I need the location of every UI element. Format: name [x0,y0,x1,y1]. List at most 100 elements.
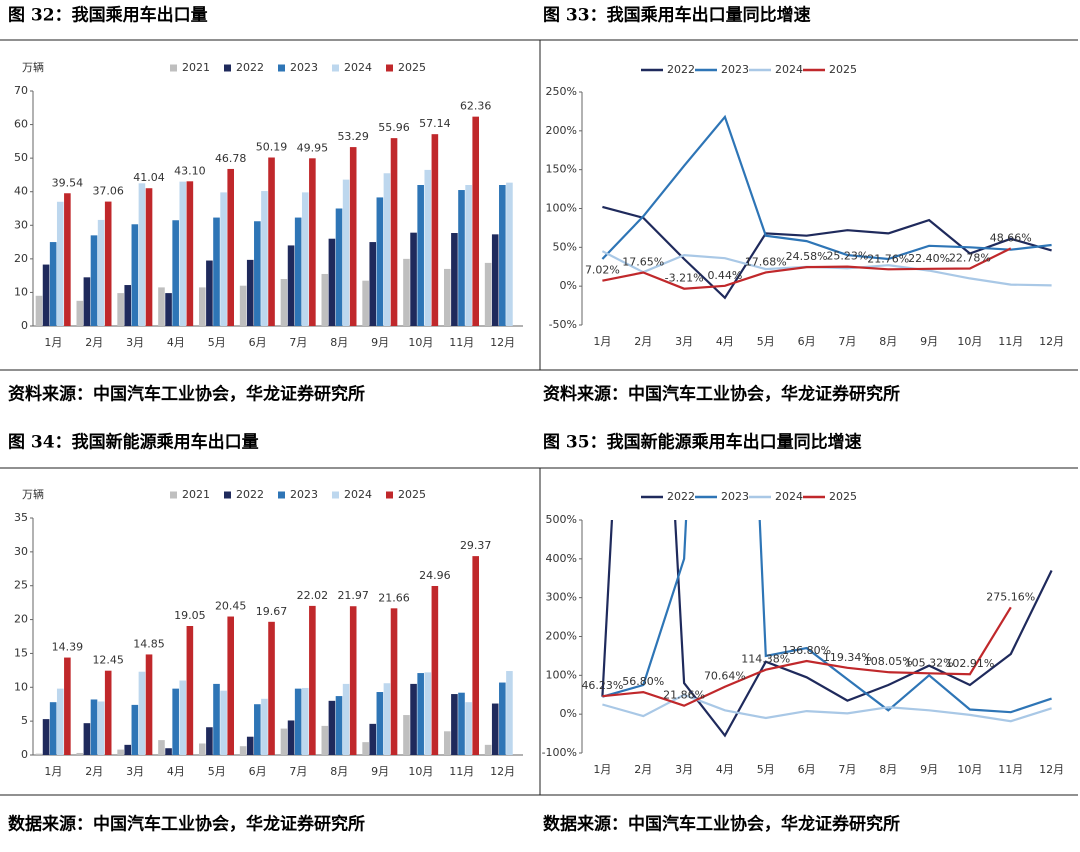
x-tick-label: 6月 [798,335,816,348]
bar [117,749,124,755]
figure-title: 图 35：我国新能源乘用车出口量同比增速 [543,432,862,453]
data-label: 21.86% [663,689,705,702]
x-tick-label: 11月 [449,336,474,349]
bar [261,698,268,755]
x-tick-label: 12月 [490,765,515,778]
y-unit: 万辆 [22,60,44,74]
legend-label: 2021 [182,488,210,501]
figure-title: 图 34：我国新能源乘用车出口量 [8,432,259,453]
legend-swatch [332,491,339,499]
y-tick-label: 30 [14,545,28,558]
source-note: 资料来源：中国汽车工业协会，华龙证券研究所 [543,384,900,405]
bar [172,688,179,755]
bar [165,293,172,326]
data-label: 17.68% [745,255,787,268]
bar [335,696,343,755]
bar [179,680,187,755]
bar [484,744,492,755]
x-tick-label: 10月 [408,336,433,349]
legend-label: 2024 [344,488,372,501]
y-tick-label: 200% [546,630,577,643]
bar [410,232,417,326]
bar [294,688,302,755]
bar [390,608,398,755]
bar [97,219,105,326]
legend-swatch [224,64,231,72]
bar [362,742,369,755]
bar [42,719,50,755]
bar [254,221,261,326]
x-tick-label: 5月 [208,336,226,349]
x-tick-label: 5月 [208,765,226,778]
bar [49,242,57,326]
y-tick-label: 15 [14,646,28,659]
x-tick-label: 7月 [289,336,307,349]
data-label: 46.78 [215,152,247,165]
y-tick-label: 150% [546,163,577,176]
bar [138,183,146,326]
data-label: 14.85 [133,637,165,650]
bar [97,701,105,755]
x-tick-label: 9月 [371,765,389,778]
x-tick-label: 11月 [998,335,1023,348]
bar [417,673,424,755]
x-tick-label: 6月 [798,763,816,776]
legend-label: 2023 [721,63,749,76]
bar [206,727,213,755]
bar [376,197,384,326]
data-label: 22.40% [908,252,950,265]
bar [472,556,479,755]
bar [35,295,43,326]
source-note: 数据来源：中国汽车工业协会，华龙证券研究所 [8,814,365,835]
legend-label: 2025 [398,488,426,501]
data-label: 19.67 [256,605,288,618]
bar [342,683,350,755]
x-tick-label: 4月 [167,336,185,349]
legend-swatch [386,64,393,72]
data-label: 17.65% [622,255,664,268]
legend-swatch [170,64,177,72]
data-label: 62.36 [460,100,492,113]
bar [220,192,227,326]
x-tick-label: 1月 [44,336,62,349]
data-label: 25.23% [826,250,868,263]
data-label: 37.06 [92,185,124,198]
legend-label: 2024 [344,61,372,74]
bar [246,259,254,326]
x-tick-label: 9月 [371,336,389,349]
line-series [602,520,1052,714]
bar [90,699,98,755]
bar [484,262,492,326]
data-label: 119.34% [823,651,872,664]
bar [458,190,465,326]
bar [83,277,91,326]
y-tick-label: 20 [14,613,28,626]
data-label: 12.45 [92,654,124,667]
data-label: 105.32% [905,656,954,669]
line-series [602,693,1052,723]
figure-title: 图 32：我国乘用车出口量 [8,5,208,26]
x-tick-label: 2月 [634,763,652,776]
bar [328,238,336,326]
bar [390,138,398,326]
line-series [602,247,1012,290]
bar [179,181,187,326]
data-label: 275.16% [986,590,1035,603]
y-unit: 万辆 [22,487,44,501]
data-label: 55.96 [378,121,410,134]
bar [491,234,499,326]
x-tick-label: 8月 [330,336,348,349]
bar [383,683,391,755]
bar [301,192,309,326]
x-tick-label: 1月 [44,765,62,778]
x-tick-label: 9月 [920,763,938,776]
x-tick-label: 2月 [634,335,652,348]
bar [383,173,391,326]
y-tick-label: 0 [21,319,28,332]
source-note: 资料来源：中国汽车工业协会，华龙证券研究所 [8,384,365,405]
x-tick-label: 7月 [838,335,856,348]
bar [49,702,57,755]
bar [124,744,132,755]
legend-label: 2022 [236,488,264,501]
